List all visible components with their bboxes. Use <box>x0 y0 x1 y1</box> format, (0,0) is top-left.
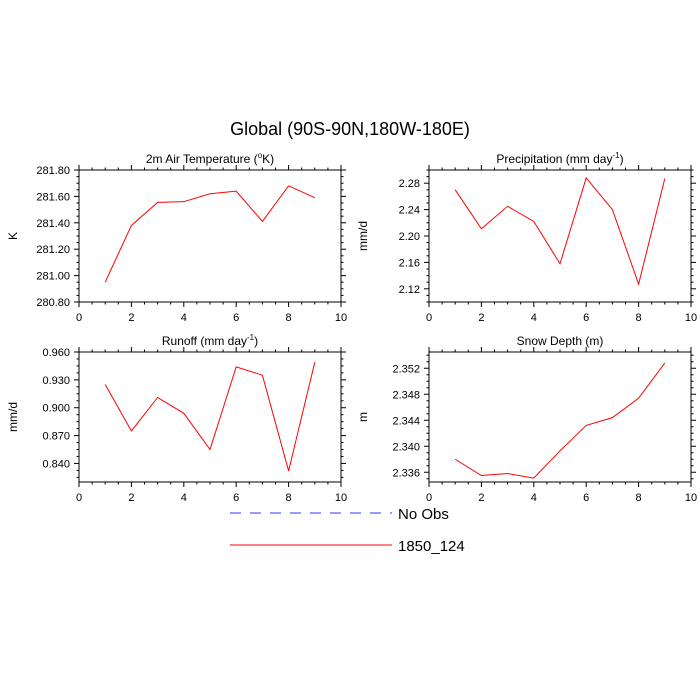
panel-air-temperature: 2m Air Temperature (oK) 0 2 4 6 8 10 280.80 281.… <box>6 151 347 324</box>
legend: No Obs 1850_124 <box>230 506 465 555</box>
y-tick-label: 2.20 <box>399 231 420 243</box>
x-tick-label: 8 <box>636 312 642 324</box>
y-tick-label: 2.28 <box>399 178 420 190</box>
x-tick-label: 4 <box>531 492 537 504</box>
legend-label: 1850_124 <box>398 538 465 555</box>
x-tick-label: 6 <box>233 492 239 504</box>
legend-label: No Obs <box>398 506 449 523</box>
x-tick-label: 6 <box>583 492 589 504</box>
y-axis-label: mm/d <box>356 221 370 251</box>
x-tick-label: 0 <box>426 492 432 504</box>
y-tick-label: 0.870 <box>42 431 70 443</box>
series-line-1850-124 <box>104 185 316 283</box>
y-tick-label: 0.960 <box>42 347 70 359</box>
y-axis-label: m <box>356 412 370 422</box>
panel-title: Snow Depth (m) <box>517 334 604 348</box>
y-tick-label: 2.348 <box>392 389 420 401</box>
x-tick-label: 0 <box>426 312 432 324</box>
x-tick-label: 0 <box>76 492 82 504</box>
panel-title: 2m Air Temperature (oK) <box>146 151 274 166</box>
panels: 2m Air Temperature (oK) 0 2 4 6 8 10 280.80 281.… <box>6 151 697 504</box>
y-tick-label: 0.900 <box>42 403 70 415</box>
panel-precipitation: Precipitation (mm day-1) 0 2 4 6 8 10 2.12 2.16 2… <box>356 151 697 324</box>
x-tick-label: 10 <box>335 312 347 324</box>
x-tick-label: 10 <box>335 492 347 504</box>
y-tick-label: 281.80 <box>36 165 70 177</box>
x-tick-label: 8 <box>286 312 292 324</box>
y-tick-label: 281.40 <box>36 218 70 230</box>
panel-snow-depth: Snow Depth (m) 0 2 4 6 8 10 2.336 2.340 2.344 2.34… <box>356 334 697 504</box>
x-tick-label: 2 <box>478 312 484 324</box>
y-axis-label: K <box>6 232 20 240</box>
y-axis-label: mm/d <box>6 402 20 432</box>
panel-title: Precipitation (mm day-1) <box>496 151 623 166</box>
y-tick-label: 280.80 <box>36 297 70 309</box>
y-tick-label: 281.20 <box>36 244 70 256</box>
plot-frame <box>428 169 692 303</box>
plot-frame <box>78 169 342 303</box>
x-tick-label: 0 <box>76 312 82 324</box>
x-tick-label: 2 <box>128 492 134 504</box>
y-tick-label: 0.840 <box>42 458 70 470</box>
plot-frame <box>428 351 692 483</box>
x-tick-label: 2 <box>478 492 484 504</box>
series-line-1850-124 <box>104 362 316 471</box>
y-tick-label: 2.16 <box>399 257 420 269</box>
x-tick-label: 4 <box>531 312 537 324</box>
y-tick-label: 2.340 <box>392 441 420 453</box>
y-tick-label: 2.344 <box>392 415 420 427</box>
x-tick-label: 10 <box>685 312 697 324</box>
y-tick-label: 2.12 <box>399 284 420 296</box>
x-tick-label: 8 <box>636 492 642 504</box>
panel-title: Runoff (mm day-1) <box>162 333 258 348</box>
figure-title: Global (90S-90N,180W-180E) <box>230 119 470 139</box>
x-tick-label: 4 <box>181 492 187 504</box>
series-line-1850-124 <box>454 362 666 479</box>
x-tick-label: 4 <box>181 312 187 324</box>
y-tick-label: 0.930 <box>42 375 70 387</box>
x-tick-label: 10 <box>685 492 697 504</box>
y-tick-label: 2.352 <box>392 363 420 375</box>
series-line-1850-124 <box>454 176 666 286</box>
x-tick-label: 2 <box>128 312 134 324</box>
x-tick-label: 8 <box>286 492 292 504</box>
y-tick-label: 281.00 <box>36 271 70 283</box>
y-tick-label: 281.60 <box>36 191 70 203</box>
y-tick-label: 2.336 <box>392 467 420 479</box>
x-tick-label: 6 <box>233 312 239 324</box>
panel-runoff: Runoff (mm day-1) 0 2 4 6 8 10 0.840 0.870 0.900 0… <box>6 333 347 504</box>
y-tick-label: 2.24 <box>399 205 420 217</box>
x-tick-label: 6 <box>583 312 589 324</box>
